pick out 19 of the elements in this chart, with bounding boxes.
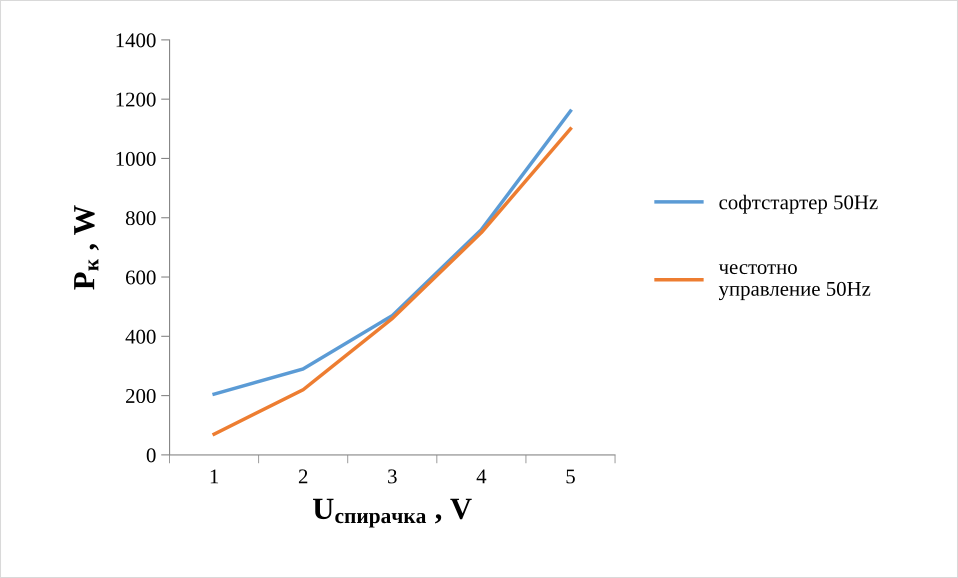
y-tick-label: 200	[126, 388, 156, 404]
y-tick-label: 1200	[116, 92, 156, 107]
y-tick-label: 1400	[116, 33, 156, 48]
legend-label: честотно управление 50Hz	[718, 264, 870, 300]
x-tick-label: 5	[566, 470, 575, 484]
y-axis-title: P$_{к}$ , W	[74, 205, 99, 290]
line-series	[212, 127, 572, 436]
x-tick-label: 2	[298, 469, 308, 484]
legend-label: софтстартер 50Hz	[719, 194, 878, 214]
y-tick-label: 400	[126, 330, 156, 344]
x-axis-title: U$_{спирачка}$ , V	[313, 498, 472, 528]
x-tick-label: 1	[210, 469, 218, 484]
y-tick-label: 0	[146, 448, 156, 462]
y-tick-label: 1000	[116, 152, 156, 166]
y-tick-label: 600	[126, 270, 156, 284]
x-tick-label: 3	[388, 469, 397, 484]
line-series	[212, 109, 572, 396]
y-tick-label: 800	[126, 211, 156, 226]
x-tick-label: 4	[476, 470, 486, 484]
